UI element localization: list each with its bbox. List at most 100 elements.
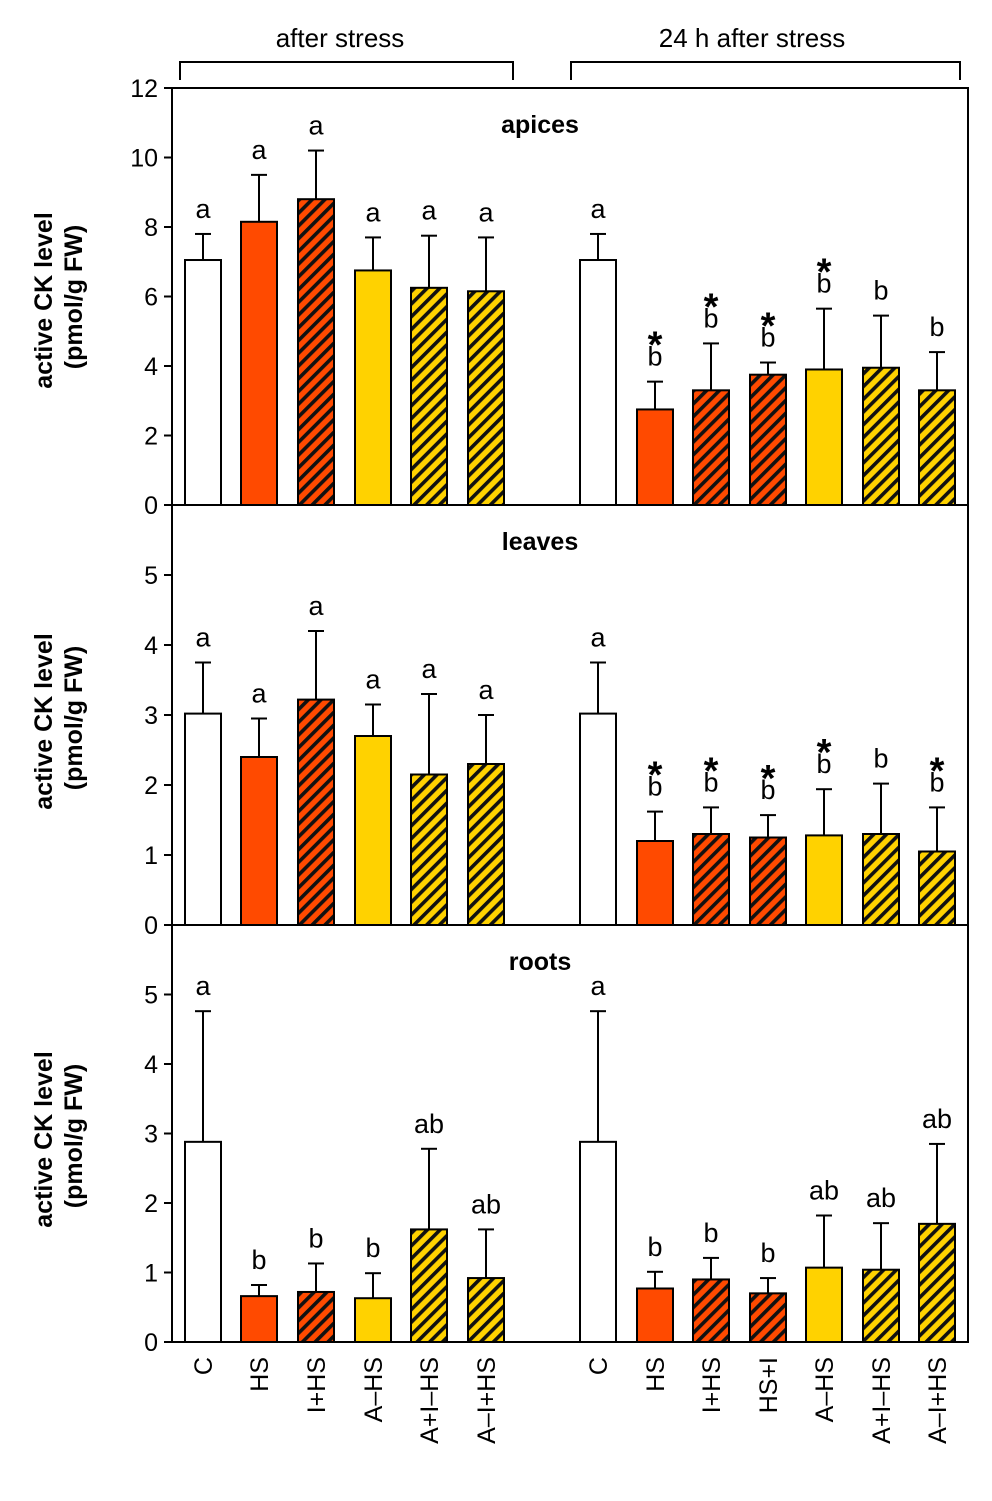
significance-letter: b (703, 1218, 718, 1248)
bar-apices-24-h-after-stress-i-hs (692, 389, 730, 507)
y-tick-label: 4 (144, 353, 158, 381)
significance-star: * (704, 750, 719, 792)
bar-leaves-24-h-after-stress-hs-i (749, 836, 787, 926)
bar-roots-after-stress-a-hs (354, 1297, 392, 1343)
y-tick-label: 2 (144, 423, 158, 451)
bar-apices-24-h-after-stress-hs (636, 408, 674, 506)
significance-letter: a (478, 675, 494, 705)
x-tick-label: A+I–HS (868, 1357, 896, 1444)
bar-roots-24-h-after-stress-a-hs (805, 1266, 843, 1344)
significance-letter: a (308, 111, 324, 141)
bar-roots-24-h-after-stress-a-i-hs (918, 1222, 956, 1343)
x-tick-label: A–HS (811, 1357, 839, 1422)
group-title: after stress (276, 23, 405, 53)
group-header-after-stress: after stress (179, 23, 514, 80)
bar-leaves-after-stress-i-hs (297, 698, 335, 926)
bar-leaves-after-stress-a-i-hs (410, 773, 448, 926)
significance-star: * (817, 252, 832, 294)
significance-letter: b (929, 312, 944, 342)
significance-letter: ab (471, 1189, 501, 1219)
y-axis-label: active CK level (pmol/g FW) (30, 205, 88, 388)
x-axis-labels: C HS I+HS A–HS A+I–HS A–I+HS C HS I+HS HS+I A–HS A+… (190, 1357, 952, 1444)
bar-apices-24-h-after-stress-a-i-hs (862, 366, 900, 506)
bar-roots-after-stress-a-i-hs (467, 1277, 505, 1344)
bar-apices-after-stress-i-hs (297, 198, 335, 506)
y-tick-label: 1 (144, 842, 158, 870)
panel-title: roots (509, 948, 572, 976)
significance-letter: a (195, 971, 211, 1001)
significance-letter: b (647, 342, 662, 372)
significance-letter: b (703, 303, 718, 333)
bar-roots-24-h-after-stress-c (579, 1140, 617, 1343)
bar-leaves-24-h-after-stress-a-i-hs (862, 833, 900, 926)
bar-leaves-24-h-after-stress-i-hs (692, 833, 730, 926)
significance-letter: b (647, 772, 662, 802)
significance-letter: ab (809, 1176, 839, 1206)
bar-roots-24-h-after-stress-i-hs (692, 1278, 730, 1343)
bar-roots-after-stress-i-hs (297, 1290, 335, 1343)
bar-roots-24-h-after-stress-hs (636, 1287, 674, 1343)
y-tick-label: 4 (144, 1051, 158, 1079)
significance-letter: a (590, 194, 606, 224)
bar-apices-after-stress-a-i-hs (467, 290, 505, 506)
significance-letter: ab (922, 1104, 952, 1134)
bar-apices-24-h-after-stress-hs-i (749, 373, 787, 506)
significance-letter: a (478, 197, 494, 227)
x-tick-label: HS+I (755, 1357, 783, 1413)
x-tick-label: A–I+HS (924, 1357, 952, 1444)
y-tick-label: 1 (144, 1260, 158, 1288)
y-tick-label: 6 (144, 284, 158, 312)
bar-roots-after-stress-hs (240, 1295, 278, 1344)
significance-letter: a (251, 135, 267, 165)
significance-letter: b (760, 1238, 775, 1268)
y-tick-label: 0 (144, 1329, 158, 1357)
significance-star: * (817, 732, 832, 774)
y-tick-label: 12 (130, 75, 158, 103)
y-tick-label: 2 (144, 772, 158, 800)
significance-letter: b (703, 767, 718, 797)
y-axis-label: active CK level (pmol/g FW) (30, 626, 88, 809)
bar-apices-24-h-after-stress-c (579, 259, 617, 507)
significance-letter: a (195, 623, 211, 653)
significance-letter: b (308, 1223, 323, 1253)
bar-leaves-24-h-after-stress-hs (636, 840, 674, 926)
bar-apices-after-stress-a-i-hs (410, 286, 448, 506)
y-tick-label: 3 (144, 702, 158, 730)
y-tick-label: 4 (144, 632, 158, 660)
y-tick-label: 2 (144, 1190, 158, 1218)
bar-leaves-24-h-after-stress-a-i-hs (918, 850, 956, 926)
significance-letter: b (873, 276, 888, 306)
group-title: 24 h after stress (659, 23, 845, 53)
bar-roots-24-h-after-stress-a-i-hs (862, 1268, 900, 1343)
plot-frame (171, 924, 969, 1343)
bar-leaves-after-stress-a-i-hs (467, 763, 505, 926)
x-tick-label: HS (246, 1357, 274, 1392)
significance-star: * (648, 325, 663, 367)
significance-star: * (648, 755, 663, 797)
significance-letter: b (816, 269, 831, 299)
significance-letter: a (308, 591, 324, 621)
x-tick-label: I+HS (303, 1357, 331, 1413)
y-tick-label: 8 (144, 214, 158, 242)
y-tick-label: 5 (144, 982, 158, 1010)
bar-leaves-after-stress-hs (240, 756, 278, 926)
bar-leaves-24-h-after-stress-c (579, 712, 617, 926)
y-tick-label: 0 (144, 492, 158, 520)
x-tick-label: C (190, 1357, 218, 1375)
bar-roots-after-stress-a-i-hs (410, 1228, 448, 1344)
bar-apices-after-stress-c (184, 259, 222, 507)
x-tick-label: I+HS (698, 1357, 726, 1413)
x-tick-label: C (585, 1357, 613, 1375)
plot-frame (171, 504, 969, 926)
x-tick-label: HS (642, 1357, 670, 1392)
significance-letter: a (590, 971, 606, 1001)
significance-star: * (930, 750, 945, 792)
y-tick-label: 3 (144, 1121, 158, 1149)
significance-letter: b (873, 744, 888, 774)
significance-letter: b (647, 1232, 662, 1262)
bar-apices-24-h-after-stress-a-i-hs (918, 389, 956, 507)
significance-star: * (704, 286, 719, 328)
y-tick-label: 0 (144, 912, 158, 940)
